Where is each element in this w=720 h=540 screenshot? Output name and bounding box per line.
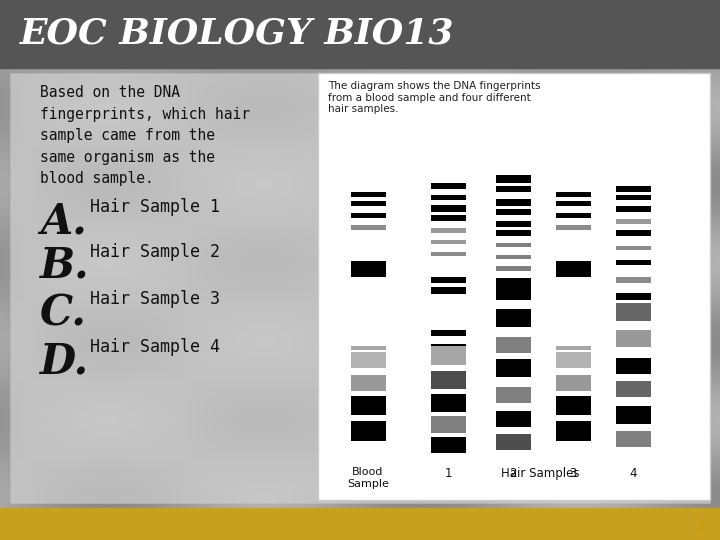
Text: The diagram shows the DNA fingerprints
from a blood sample and four different
ha: The diagram shows the DNA fingerprints f… <box>328 81 541 114</box>
Bar <box>318 73 710 500</box>
Bar <box>495 309 531 327</box>
Bar <box>431 437 466 453</box>
Bar <box>351 396 385 415</box>
Bar <box>431 416 466 433</box>
Bar <box>0 508 720 540</box>
Bar <box>351 192 385 198</box>
Bar <box>0 0 720 68</box>
Bar <box>431 371 466 388</box>
Text: D.: D. <box>40 340 89 382</box>
Bar <box>495 255 531 259</box>
Bar <box>10 73 710 503</box>
Bar <box>556 213 590 218</box>
Bar <box>351 352 385 368</box>
Text: 4: 4 <box>629 467 636 480</box>
Text: B.: B. <box>40 245 89 287</box>
Text: Blood
Sample: Blood Sample <box>347 467 389 489</box>
Bar <box>495 410 531 427</box>
Bar <box>616 206 650 212</box>
Bar <box>616 277 650 282</box>
Bar <box>495 281 531 300</box>
Bar <box>431 394 466 412</box>
Bar <box>431 330 466 335</box>
Bar <box>431 205 466 212</box>
Text: Based on the DNA
fingerprints, which hair
sample came from the
same organism as : Based on the DNA fingerprints, which hai… <box>40 85 250 186</box>
Bar <box>495 387 531 403</box>
Bar <box>495 243 531 247</box>
Bar <box>351 421 385 441</box>
Bar <box>556 261 590 277</box>
Text: A.: A. <box>40 200 86 242</box>
Bar <box>431 228 466 233</box>
Bar <box>616 231 650 235</box>
Bar <box>431 183 466 188</box>
Bar <box>351 201 385 206</box>
Bar <box>616 381 650 397</box>
Text: 2: 2 <box>509 467 517 480</box>
Text: 3: 3 <box>570 467 577 480</box>
Bar <box>556 396 590 415</box>
Text: 2: 2 <box>696 522 706 536</box>
Bar <box>431 195 466 200</box>
Bar <box>556 192 590 198</box>
Bar <box>431 345 466 350</box>
Text: Hair Samples: Hair Samples <box>501 467 580 480</box>
Bar <box>351 213 385 218</box>
Bar <box>495 176 531 183</box>
Text: Hair Sample 1: Hair Sample 1 <box>90 198 220 216</box>
Bar <box>556 375 590 391</box>
Text: C.: C. <box>40 292 87 334</box>
Bar <box>495 266 531 271</box>
Bar <box>556 225 590 229</box>
Text: Hair Sample 2: Hair Sample 2 <box>90 243 220 261</box>
Bar <box>616 406 650 424</box>
Bar <box>431 278 466 282</box>
Bar <box>351 346 385 350</box>
Bar <box>556 421 590 441</box>
Bar <box>351 225 385 229</box>
Bar <box>616 357 650 374</box>
Bar <box>431 287 466 294</box>
Bar <box>431 240 466 245</box>
Bar <box>351 261 385 277</box>
Bar <box>616 431 650 447</box>
Bar <box>351 375 385 391</box>
Bar <box>616 303 650 321</box>
Bar <box>616 246 650 251</box>
Bar <box>495 231 531 235</box>
Text: EOC BIOLOGY BIO13: EOC BIOLOGY BIO13 <box>20 17 454 51</box>
Bar <box>616 195 650 200</box>
Bar <box>556 201 590 206</box>
Bar <box>431 252 466 256</box>
Bar <box>556 352 590 368</box>
Bar <box>495 278 531 286</box>
Bar <box>556 346 590 350</box>
Bar <box>616 260 650 265</box>
Bar <box>431 215 466 221</box>
Bar <box>495 221 531 227</box>
Bar <box>616 330 650 347</box>
Text: 1: 1 <box>444 467 451 480</box>
Bar <box>431 346 466 365</box>
Bar <box>495 434 531 450</box>
Bar <box>495 209 531 215</box>
Text: Hair Sample 3: Hair Sample 3 <box>90 290 220 308</box>
Bar <box>495 359 531 377</box>
Bar <box>616 186 650 192</box>
Bar <box>495 186 531 192</box>
Text: Hair Sample 4: Hair Sample 4 <box>90 338 220 356</box>
Bar <box>616 219 650 224</box>
Bar <box>616 293 650 300</box>
Bar <box>495 199 531 206</box>
Bar <box>495 337 531 353</box>
